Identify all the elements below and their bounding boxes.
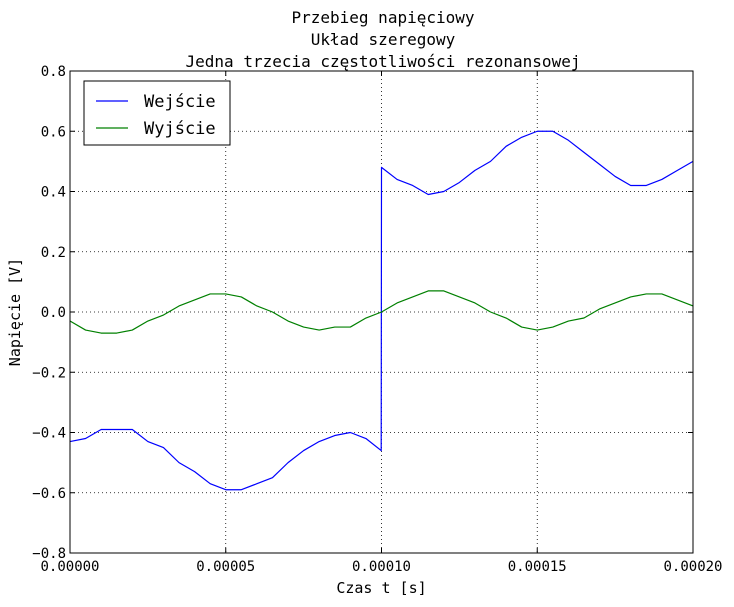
series-line-output: [69, 290, 694, 334]
y-axis-label: Napięcie [V]: [6, 258, 24, 366]
x-tick-label: 0.00005: [196, 559, 255, 575]
y-tick-label: −0.4: [32, 426, 66, 442]
legend: Wejście Wyjście: [83, 80, 231, 146]
x-tick-label: 0.00010: [352, 559, 411, 575]
axis-ticks: [69, 70, 694, 554]
y-tick-label: 0.8: [41, 64, 66, 80]
legend-label: Wejście: [144, 92, 216, 112]
y-tick-label: 0.4: [41, 185, 66, 201]
chart-title-line-2: Układ szeregowy: [311, 30, 456, 49]
legend-label: Wyjście: [144, 119, 216, 139]
chart-title-line-3: Jedna trzecia częstotliwości rezonansowe…: [186, 52, 581, 71]
y-tick-label: 0.0: [41, 305, 66, 321]
y-tick-label: −0.8: [32, 546, 66, 562]
series-line-input: [69, 130, 694, 491]
x-tick-label: 0.00015: [508, 559, 567, 575]
y-tick-label: −0.2: [32, 365, 66, 381]
y-tick-label: 0.2: [41, 245, 66, 261]
x-tick-label: 0.00020: [663, 559, 722, 575]
y-tick-labels: −0.8 −0.6 −0.4 −0.2 0.0 0.2 0.4 0.6 0.8: [32, 64, 66, 562]
x-axis-label: Czas t [s]: [336, 579, 426, 597]
chart-title: Przebieg napięciowy Układ szeregowy Jedn…: [186, 8, 581, 71]
x-tick-labels: 0.00000 0.00005 0.00010 0.00015 0.00020: [40, 559, 722, 575]
x-tick-label: 0.00000: [40, 559, 99, 575]
y-tick-label: −0.6: [32, 486, 66, 502]
legend-box: [83, 80, 231, 146]
chart-title-line-1: Przebieg napięciowy: [291, 8, 474, 27]
y-tick-label: 0.6: [41, 124, 66, 140]
